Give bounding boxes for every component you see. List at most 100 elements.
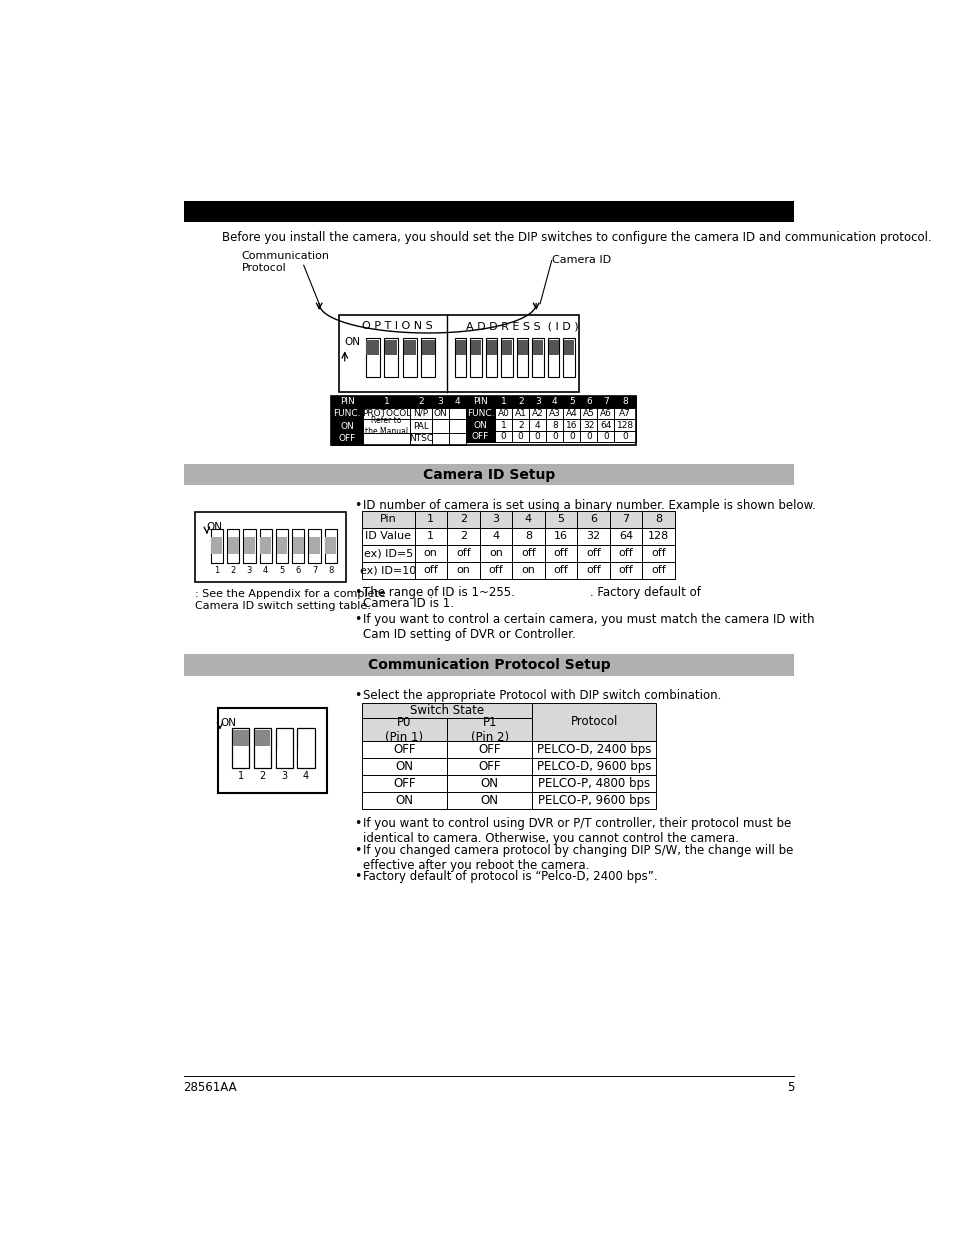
Bar bbox=[402, 338, 416, 377]
Text: ID Value: ID Value bbox=[365, 531, 411, 541]
Text: If you want to control a certain camera, you must match the camera ID with
Cam I: If you want to control a certain camera,… bbox=[363, 614, 814, 641]
Bar bbox=[465, 408, 495, 419]
Text: ON: ON bbox=[220, 718, 235, 727]
Text: A5: A5 bbox=[582, 409, 595, 417]
Text: A D D R E S S  ( I D ): A D D R E S S ( I D ) bbox=[466, 321, 578, 331]
Text: •: • bbox=[354, 816, 361, 830]
Bar bbox=[532, 758, 656, 776]
Text: 28561AA: 28561AA bbox=[183, 1081, 237, 1094]
Bar bbox=[447, 562, 479, 579]
Bar bbox=[447, 718, 532, 741]
Text: Communication
Protocol: Communication Protocol bbox=[241, 252, 330, 273]
Bar bbox=[544, 562, 577, 579]
Text: 7: 7 bbox=[622, 514, 629, 525]
Bar bbox=[609, 562, 641, 579]
Bar bbox=[512, 408, 529, 419]
Text: 5: 5 bbox=[557, 514, 564, 525]
Text: Pin: Pin bbox=[379, 514, 396, 525]
Text: off: off bbox=[553, 548, 568, 558]
Bar bbox=[447, 792, 532, 809]
Text: 2: 2 bbox=[259, 771, 266, 781]
Bar bbox=[422, 340, 435, 356]
Text: ON: ON bbox=[473, 420, 487, 430]
Bar bbox=[363, 408, 410, 419]
Bar bbox=[361, 758, 447, 776]
Text: 3: 3 bbox=[247, 567, 252, 576]
Bar bbox=[609, 511, 641, 527]
Bar bbox=[562, 419, 579, 431]
Bar bbox=[532, 776, 656, 792]
Bar bbox=[244, 537, 254, 555]
Bar bbox=[361, 741, 447, 758]
Bar bbox=[544, 511, 577, 527]
Bar bbox=[331, 433, 363, 445]
Text: ON: ON bbox=[480, 777, 498, 790]
Text: 6: 6 bbox=[585, 398, 591, 406]
Text: 7: 7 bbox=[602, 398, 608, 406]
Bar bbox=[447, 776, 532, 792]
Text: 128: 128 bbox=[617, 420, 633, 430]
Bar bbox=[363, 433, 410, 445]
Bar bbox=[641, 562, 674, 579]
Text: 0: 0 bbox=[585, 432, 591, 441]
Text: 1: 1 bbox=[427, 531, 434, 541]
Bar bbox=[361, 718, 447, 741]
Bar bbox=[546, 408, 562, 419]
Text: Switch State: Switch State bbox=[410, 704, 483, 716]
Text: 32: 32 bbox=[586, 531, 600, 541]
Bar bbox=[275, 727, 293, 768]
Text: •: • bbox=[354, 614, 361, 626]
Text: 6: 6 bbox=[295, 567, 300, 576]
Bar bbox=[562, 431, 579, 442]
Bar bbox=[183, 655, 794, 676]
Bar bbox=[403, 340, 416, 356]
Text: 0: 0 bbox=[568, 432, 574, 441]
Text: 5: 5 bbox=[279, 567, 284, 576]
Text: 5: 5 bbox=[568, 398, 574, 406]
Bar bbox=[325, 537, 335, 555]
Bar bbox=[563, 340, 574, 356]
Text: Before you install the camera, you should set the DIP switches to configure the : Before you install the camera, you shoul… bbox=[222, 231, 931, 245]
Text: ON: ON bbox=[480, 794, 498, 806]
Text: 5: 5 bbox=[786, 1081, 794, 1094]
Bar bbox=[455, 338, 466, 377]
Text: If you changed camera protocol by changing DIP S/W, the change will be
effective: If you changed camera protocol by changi… bbox=[363, 844, 793, 872]
Bar bbox=[361, 792, 447, 809]
Bar bbox=[431, 396, 448, 408]
Bar bbox=[641, 527, 674, 545]
Text: A2: A2 bbox=[532, 409, 543, 417]
Text: 64: 64 bbox=[599, 420, 611, 430]
Bar bbox=[532, 703, 656, 741]
Bar bbox=[212, 537, 222, 555]
Bar bbox=[276, 537, 287, 555]
Text: off: off bbox=[456, 548, 470, 558]
Bar bbox=[512, 511, 544, 527]
Bar bbox=[546, 396, 562, 408]
Bar bbox=[486, 340, 497, 356]
Bar bbox=[183, 200, 794, 222]
Text: on: on bbox=[521, 566, 535, 576]
Text: 1: 1 bbox=[237, 771, 244, 781]
Text: 3: 3 bbox=[535, 398, 540, 406]
Text: off: off bbox=[553, 566, 568, 576]
Bar bbox=[465, 431, 495, 442]
Text: ex) ID=10: ex) ID=10 bbox=[359, 566, 416, 576]
Bar bbox=[366, 340, 378, 356]
Bar bbox=[562, 396, 579, 408]
Text: ex) ID=5: ex) ID=5 bbox=[363, 548, 413, 558]
Bar bbox=[532, 741, 656, 758]
Text: P1
(Pin 2): P1 (Pin 2) bbox=[470, 715, 508, 743]
Bar bbox=[259, 530, 272, 563]
Bar bbox=[641, 545, 674, 562]
Bar bbox=[495, 396, 512, 408]
Bar bbox=[361, 776, 447, 792]
Bar bbox=[597, 408, 614, 419]
Bar bbox=[361, 545, 415, 562]
Text: 8: 8 bbox=[655, 514, 661, 525]
Text: •: • bbox=[354, 499, 361, 511]
Bar bbox=[447, 741, 532, 758]
Bar bbox=[577, 511, 609, 527]
Text: OFF: OFF bbox=[393, 777, 416, 790]
Text: 0: 0 bbox=[602, 432, 608, 441]
Bar bbox=[447, 511, 479, 527]
